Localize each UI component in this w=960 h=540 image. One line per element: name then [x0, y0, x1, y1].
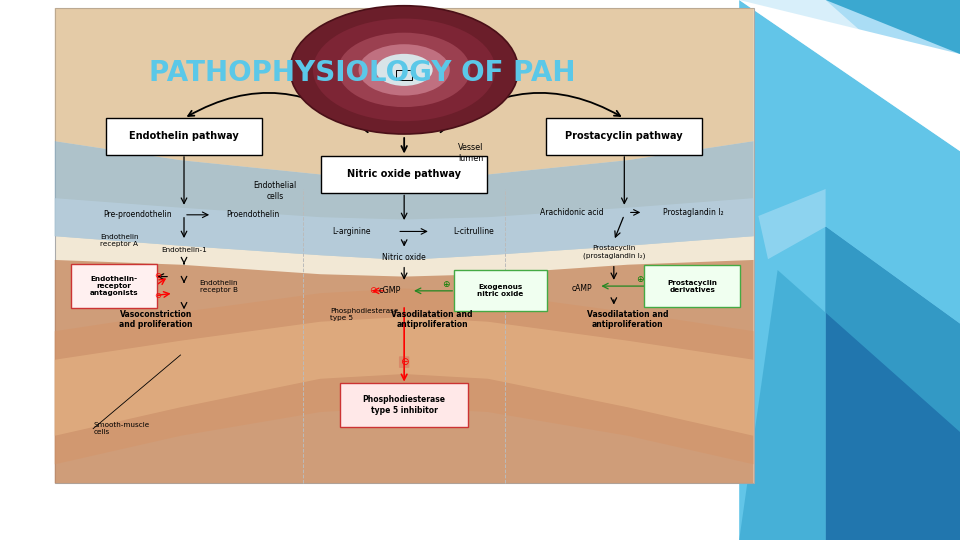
Text: Endothelin-
receptor
antagonists: Endothelin- receptor antagonists: [90, 276, 138, 296]
Polygon shape: [55, 141, 754, 260]
Text: Vasodilatation and
antiproliferation: Vasodilatation and antiproliferation: [588, 309, 668, 329]
Polygon shape: [55, 198, 754, 260]
FancyBboxPatch shape: [321, 156, 488, 193]
Polygon shape: [55, 8, 754, 179]
Polygon shape: [739, 0, 960, 54]
Circle shape: [338, 32, 470, 107]
Text: Vessel
lumen: Vessel lumen: [458, 143, 483, 163]
Text: Nitric oxide: Nitric oxide: [382, 253, 426, 262]
Text: Endothelin
receptor A: Endothelin receptor A: [100, 234, 138, 247]
Text: Endothelin
receptor B: Endothelin receptor B: [200, 280, 238, 293]
Circle shape: [358, 44, 450, 96]
Text: ⊖: ⊖: [155, 291, 161, 300]
Text: Pre-proendothelin: Pre-proendothelin: [104, 210, 172, 219]
FancyBboxPatch shape: [546, 118, 703, 155]
Text: cGMP: cGMP: [379, 286, 401, 295]
Text: ⊕: ⊕: [443, 280, 450, 289]
Text: Exogenous
nitric oxide: Exogenous nitric oxide: [477, 285, 524, 298]
Text: L-arginine: L-arginine: [332, 227, 371, 236]
FancyBboxPatch shape: [644, 266, 740, 307]
Text: Prostaglandin I₂: Prostaglandin I₂: [662, 208, 724, 217]
Text: Vasodilatation and
antiproliferation: Vasodilatation and antiproliferation: [392, 309, 473, 329]
Polygon shape: [739, 0, 960, 151]
Text: Vasoconstriction
and proliferation: Vasoconstriction and proliferation: [119, 309, 193, 329]
Text: Endothelial
cells: Endothelial cells: [253, 181, 297, 201]
FancyBboxPatch shape: [106, 118, 262, 155]
Polygon shape: [739, 227, 960, 540]
Text: Arachidonic acid: Arachidonic acid: [540, 208, 604, 217]
Text: ⊕: ⊕: [636, 275, 644, 285]
Text: Prostacyclin pathway: Prostacyclin pathway: [565, 131, 684, 141]
Text: Nitric oxide pathway: Nitric oxide pathway: [348, 170, 461, 179]
Circle shape: [313, 18, 495, 121]
Text: Phosphodiesterase
type 5 inhibitor: Phosphodiesterase type 5 inhibitor: [363, 395, 445, 415]
FancyBboxPatch shape: [71, 264, 157, 308]
Polygon shape: [826, 227, 960, 540]
Text: ⊖: ⊖: [155, 271, 161, 280]
Text: Prostacyclin
(prostaglandin I₂): Prostacyclin (prostaglandin I₂): [583, 245, 645, 259]
Text: Phosphodiesterase
type 5: Phosphodiesterase type 5: [330, 308, 398, 321]
FancyBboxPatch shape: [55, 8, 754, 483]
Text: L-citrulline: L-citrulline: [453, 227, 493, 236]
Polygon shape: [55, 260, 754, 483]
FancyBboxPatch shape: [340, 383, 468, 427]
Text: ⊖: ⊖: [399, 357, 409, 367]
Text: Proendothelin: Proendothelin: [226, 210, 279, 219]
Text: Smooth-muscle
cells: Smooth-muscle cells: [93, 422, 150, 435]
Polygon shape: [55, 317, 754, 436]
Text: PATHOPHYSIOLOGY OF PAH: PATHOPHYSIOLOGY OF PAH: [149, 59, 575, 87]
Text: cAMP: cAMP: [572, 284, 592, 293]
Circle shape: [375, 54, 433, 86]
Text: Prostacyclin
derivatives: Prostacyclin derivatives: [667, 280, 717, 293]
Polygon shape: [739, 0, 960, 540]
Text: Endothelin pathway: Endothelin pathway: [130, 131, 239, 141]
Polygon shape: [758, 189, 826, 259]
Text: Endothelin-1: Endothelin-1: [161, 247, 207, 253]
Polygon shape: [826, 0, 960, 54]
Circle shape: [290, 6, 518, 134]
Text: ⊖: ⊖: [369, 286, 376, 295]
Polygon shape: [55, 288, 754, 464]
FancyBboxPatch shape: [454, 270, 547, 312]
